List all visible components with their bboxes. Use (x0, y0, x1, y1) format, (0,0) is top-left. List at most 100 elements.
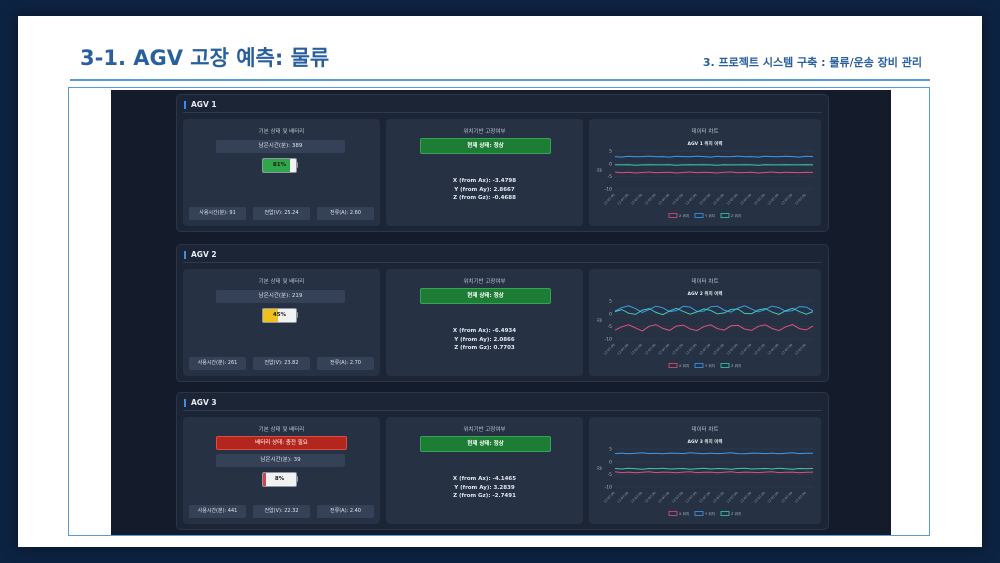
card-title: 기본 상태 및 배터리 (258, 427, 305, 433)
series-line-3 (614, 467, 814, 470)
agv-title: AGV 3 (184, 399, 217, 407)
z-value: Z (from Gz): -2.7491 (453, 493, 516, 499)
y-tick-label: -5 (608, 324, 613, 330)
usage-time: 사용시간(분): 261 (189, 357, 246, 370)
battery-indicator: 45% (262, 308, 297, 323)
x-tick-label: 12:07:00 (630, 491, 643, 504)
x-tick-label: 12:07:00 (644, 491, 657, 504)
dashboard: AGV 1 기본 상태 및 배터리 남은시간(분): 389 81% 사용시간(… (111, 90, 891, 535)
battery-percent: 81% (272, 162, 287, 168)
voltage: 전압(V): 25.24 (253, 207, 310, 220)
card-title: 기본 상태 및 배터리 (258, 129, 305, 135)
divider (183, 262, 822, 263)
card-title: 데이터 차트 (691, 129, 719, 135)
battery-percent: 8% (274, 476, 285, 482)
legend-swatch (668, 363, 678, 368)
screenshot-frame: AGV 1 기본 상태 및 배터리 남은시간(분): 389 81% 사용시간(… (68, 87, 930, 536)
x-tick-label: 12:07:00 (753, 491, 766, 504)
y-tick-label: 5 (609, 299, 612, 305)
chart-card: 데이터 차트 AGV 3 위치 이력 값 5 0 -5 -10 12:07:00 12:07… (589, 417, 821, 524)
remaining-time: 남은시간(분): 39 (216, 454, 345, 467)
battery-fill (263, 473, 266, 486)
x-tick-label: 12:07:00 (698, 491, 711, 504)
position-card: 위치기반 고장여부 현재 상태: 정상 X (from Ax): -6.4934… (386, 269, 583, 376)
battery-percent: 45% (272, 312, 287, 318)
usage-time: 사용시간(분): 91 (189, 207, 246, 220)
battery-card: 기본 상태 및 배터리 배터리 상태: 충전 필요 남은시간(분): 39 8%… (183, 417, 380, 524)
status-badge: 현재 상태: 정상 (420, 138, 551, 154)
x-tick-label: 12:07:00 (630, 193, 643, 206)
slide-subtitle: 3. 프로젝트 시스템 구축 : 물류/운송 장비 관리 (702, 56, 922, 69)
x-value: X (from Ax): -4.1465 (452, 476, 517, 482)
z-value: Z (from Gz): 0.7703 (454, 345, 515, 351)
y-tick-label: -10 (605, 485, 612, 491)
x-tick-label: 12:07:00 (726, 343, 739, 356)
battery-indicator: 81% (262, 158, 297, 173)
x-tick-label: 12:07:00 (698, 343, 711, 356)
agv-panel-1: AGV 1 기본 상태 및 배터리 남은시간(분): 389 81% 사용시간(… (176, 94, 829, 232)
y-tick-label: -5 (608, 174, 613, 180)
x-tick-label: 12:07:00 (616, 491, 629, 504)
position-card: 위치기반 고장여부 현재 상태: 정상 X (from Ax): -4.1465… (386, 417, 583, 524)
title-divider (70, 79, 930, 81)
x-tick-label: 12:07:00 (794, 491, 807, 504)
battery-cap (296, 476, 298, 482)
chart-title: AGV 2 위치 이력 (687, 292, 723, 297)
agv-title: AGV 2 (184, 251, 217, 259)
chart-card: 데이터 차트 AGV 1 위치 이력 값 5 0 -5 -10 12:07:00 12:07… (589, 119, 821, 226)
x-tick-label: 12:07:00 (739, 193, 752, 206)
y-value: Y (from Ay): 3.2839 (454, 484, 515, 491)
agv-panel-3: AGV 3 기본 상태 및 배터리 배터리 상태: 충전 필요 남은시간(분):… (176, 392, 829, 530)
battery-warning: 배터리 상태: 충전 필요 (216, 436, 347, 450)
x-tick-label: 12:07:00 (794, 193, 807, 206)
x-tick-label: 12:07:00 (767, 193, 780, 206)
legend-label: X 위치 (679, 213, 689, 218)
voltage: 전압(V): 23.82 (253, 357, 310, 370)
x-tick-label: 12:07:00 (657, 193, 670, 206)
card-title: 데이터 차트 (691, 279, 719, 285)
x-tick-label: 12:07:00 (603, 343, 616, 356)
x-tick-label: 12:07:00 (603, 491, 616, 504)
y-tick-label: -10 (605, 187, 612, 193)
x-tick-label: 12:07:00 (685, 491, 698, 504)
battery-cap (296, 162, 298, 168)
series-line-1 (614, 324, 814, 332)
x-tick-label: 12:07:00 (630, 343, 643, 356)
legend-label: Y 위치 (705, 213, 715, 218)
y-tick-label: -5 (608, 472, 613, 478)
remaining-time: 남은시간(분): 389 (216, 140, 345, 153)
x-tick-label: 12:07:00 (616, 193, 629, 206)
agv-title: AGV 1 (184, 101, 217, 109)
legend-label: Y 위치 (705, 511, 715, 516)
legend-swatch (720, 511, 730, 516)
y-axis-label: 값 (596, 168, 603, 172)
x-value: X (from Ax): -6.4934 (452, 328, 517, 334)
x-tick-label: 12:07:00 (644, 193, 657, 206)
current: 전류(A): 2.70 (317, 357, 374, 370)
x-tick-label: 12:07:00 (671, 491, 684, 504)
divider (183, 410, 822, 411)
series-line-1 (614, 171, 814, 174)
chart-title: AGV 3 위치 이력 (687, 440, 723, 445)
card-title: 위치기반 고장여부 (463, 279, 506, 285)
x-tick-label: 12:07:00 (698, 193, 711, 206)
y-value: Y (from Ay): 2.0866 (454, 336, 515, 343)
x-tick-label: 12:07:00 (780, 491, 793, 504)
y-tick-label: 0 (609, 311, 612, 317)
x-tick-label: 12:07:00 (712, 491, 725, 504)
x-tick-label: 12:07:00 (657, 343, 670, 356)
position-card: 위치기반 고장여부 현재 상태: 정상 X (from Ax): -3.4798… (386, 119, 583, 226)
x-tick-label: 12:07:00 (753, 193, 766, 206)
x-tick-label: 12:07:00 (794, 343, 807, 356)
legend-swatch (720, 213, 730, 218)
voltage: 전압(V): 22.32 (253, 505, 310, 518)
y-tick-label: 5 (609, 149, 612, 155)
chart-title: AGV 1 위치 이력 (687, 142, 723, 147)
y-tick-label: 0 (609, 161, 612, 167)
legend-label: X 위치 (679, 363, 689, 368)
legend-swatch (668, 511, 678, 516)
divider (183, 112, 822, 113)
